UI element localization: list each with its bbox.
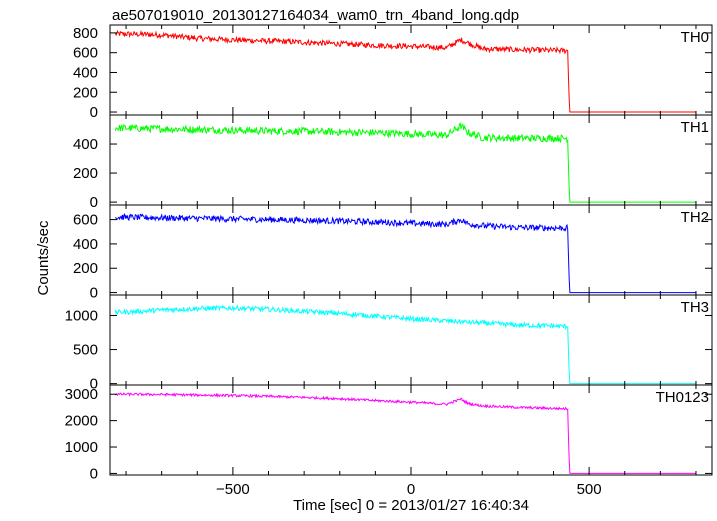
y-axis-label: Counts/sec [35,220,52,296]
series-line-th3 [114,303,696,385]
panel-th0123: 0 1000 2000 3000 TH0123 [65,384,713,482]
y-tick-label: 600 [73,45,98,62]
panel-frame [109,384,713,476]
y-tick-label: 3000 [65,386,98,403]
series-line-th1 [114,122,696,203]
series-label-th2: TH2 [681,209,709,226]
y-tick-label: 400 [73,236,98,253]
panel-frame [109,24,713,116]
y-tick-label: 0 [90,285,98,302]
chart-title: ae507019010_20130127164034_wam0_trn_4ban… [112,7,519,24]
y-tick-label: 400 [73,64,98,81]
y-tick-label: 500 [73,342,98,359]
y-tick-label: 200 [73,165,98,182]
y-tick-label: 2000 [65,413,98,430]
y-tick-label: 800 [73,25,98,42]
y-tick-label: 400 [73,136,98,153]
series-label-th0123: TH0123 [656,389,709,406]
panel-th1: 0 200 400 TH1 [73,114,713,211]
panel-th2: 0 200 400 600 TH2 [73,204,713,302]
x-tick-label: 500 [577,481,602,498]
panel-th0: 0 200 400 600 800 TH0 [73,24,713,121]
y-tick-label: 1000 [65,307,98,324]
y-tick-label: 0 [90,376,98,393]
x-axis-label: Time [sec] 0 = 2013/01/27 16:40:34 [293,497,529,514]
panel-th3: 0 500 1000 TH3 [65,294,713,393]
y-tick-label: 200 [73,84,98,101]
series-line-th0 [114,29,696,113]
y-tick-label: 0 [90,465,98,482]
panel-frame [109,204,713,296]
y-tick-label: 1000 [65,439,98,456]
x-tick-label: −500 [216,481,250,498]
x-tick-label: 0 [407,481,415,498]
series-label-th0: TH0 [681,29,709,46]
series-line-th2 [114,212,696,294]
series-label-th3: TH3 [681,299,709,316]
y-tick-label: 600 [73,212,98,229]
series-label-th1: TH1 [681,119,709,136]
panel-frame [109,114,713,206]
y-tick-label: 200 [73,260,98,277]
y-tick-label: 0 [90,104,98,121]
series-line-th0123 [114,392,696,474]
y-tick-label: 0 [90,194,98,211]
